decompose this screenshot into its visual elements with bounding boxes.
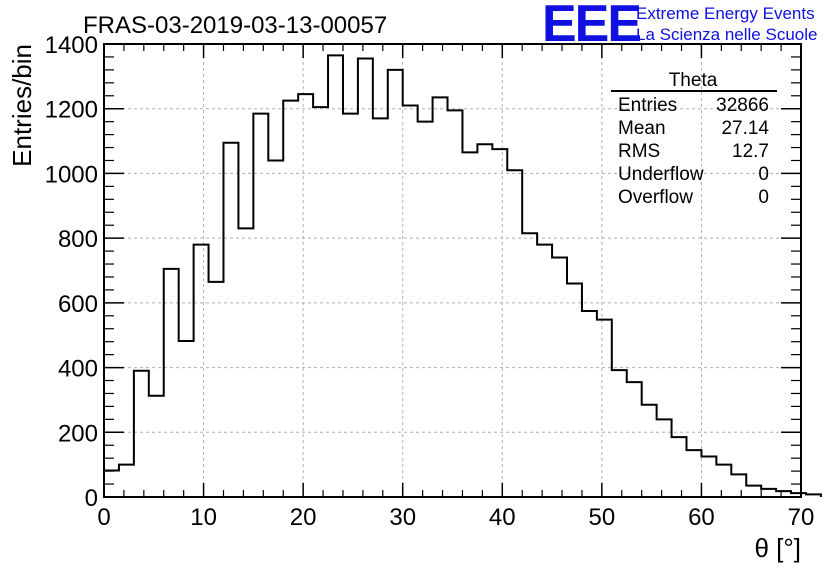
stats-row-label: Underflow — [618, 164, 704, 185]
x-tick-label: 0 — [97, 504, 110, 531]
histogram-bin — [194, 245, 209, 497]
y-axis-label: Entries/bin — [7, 44, 37, 167]
stats-box-title: Theta — [669, 70, 718, 91]
x-tick-label: 10 — [190, 504, 217, 531]
stats-row-value: 0 — [758, 187, 769, 208]
histogram-bin — [716, 465, 731, 497]
histogram-bin — [179, 341, 194, 497]
stats-row-value: 0 — [758, 164, 769, 185]
chart-title: FRAS-03-2019-03-13-00057 — [83, 12, 387, 39]
histogram-bin — [253, 114, 268, 497]
y-tick-label: 0 — [85, 485, 98, 512]
y-tick-label: 600 — [58, 291, 98, 318]
stats-row-label: RMS — [618, 141, 660, 162]
histogram-bin — [119, 465, 134, 497]
histogram-bin — [358, 59, 373, 497]
x-tick-label: 70 — [788, 504, 815, 531]
histogram-bin — [448, 110, 463, 497]
stats-row-value: 32866 — [716, 95, 769, 116]
histogram-bin — [149, 396, 164, 497]
y-tick-label: 1200 — [45, 97, 98, 124]
plot-frame — [103, 43, 802, 498]
stats-row-label: Entries — [618, 95, 677, 116]
x-tick-label: 30 — [389, 504, 416, 531]
histogram-bin — [477, 144, 492, 497]
x-tick-label: 60 — [688, 504, 715, 531]
histogram-bin — [672, 437, 687, 497]
histogram-bin — [283, 101, 298, 497]
histogram-bin — [582, 311, 597, 497]
histogram-bin — [642, 405, 657, 497]
axis-ticks — [103, 43, 802, 498]
x-axis-label: θ [°] — [754, 533, 801, 563]
histogram-bin — [373, 118, 388, 497]
histogram-bin — [313, 107, 328, 497]
histogram-bin — [537, 245, 552, 497]
histogram-bin — [701, 457, 716, 497]
logo-line-2: La Scienza nelle Scuole — [636, 25, 817, 44]
histogram-bin — [403, 105, 418, 497]
histogram-bin — [627, 382, 642, 497]
x-tick-label: 50 — [589, 504, 616, 531]
stats-rows: Entries 32866 Mean 27.14 RMS 12.7 Underflow 0 Ov… — [618, 95, 769, 208]
histogram-bin — [761, 489, 776, 497]
logo: EEE Extreme Energy Events La Scienza nel… — [542, 0, 817, 53]
stats-row-value: 12.7 — [732, 141, 769, 162]
logo-line-1: Extreme Energy Events — [636, 4, 815, 23]
histogram-bin — [268, 160, 283, 497]
histogram-bin — [134, 371, 149, 497]
histogram-bin — [612, 370, 627, 497]
histogram-bin — [492, 149, 507, 497]
y-tick-label: 400 — [58, 356, 98, 383]
y-tick-label: 1000 — [45, 161, 98, 188]
histogram-bin — [328, 55, 343, 497]
x-tick-label: 20 — [290, 504, 317, 531]
x-tick-label: 40 — [489, 504, 516, 531]
y-tick-label: 200 — [58, 420, 98, 447]
histogram-bin — [507, 170, 522, 497]
histogram-bin — [567, 283, 582, 497]
y-tick-label: 800 — [58, 226, 98, 253]
histogram-bin — [657, 419, 672, 497]
logo-mark: EEE — [542, 0, 640, 53]
histogram-bin — [552, 258, 567, 497]
histogram-bin — [209, 282, 224, 497]
histogram-bin — [298, 94, 313, 497]
histogram-bin — [462, 152, 477, 497]
histogram-bin — [418, 122, 433, 497]
histogram-bin — [343, 114, 358, 497]
histogram-bin — [522, 233, 537, 497]
histogram-bin — [686, 450, 701, 497]
stats-box: Theta Entries 32866 Mean 27.14 RMS 12.7 Underf… — [611, 70, 777, 208]
histogram-outline — [103, 54, 822, 497]
histogram-bin — [223, 143, 238, 497]
y-tick-label: 1400 — [45, 32, 98, 59]
y-tick-labels: 0 200 400 600 800 1000 1200 1400 — [45, 32, 98, 512]
stats-row-value: 27.14 — [721, 118, 769, 139]
histogram-bin — [238, 228, 253, 497]
histogram-bin — [746, 486, 761, 497]
stats-row-label: Overflow — [618, 187, 693, 208]
stats-row-label: Mean — [618, 118, 666, 139]
histogram-bin — [731, 474, 746, 497]
histogram-bin — [388, 70, 403, 497]
histogram-bin — [433, 97, 448, 497]
x-tick-labels: 0 10 20 30 40 50 60 70 — [97, 504, 814, 531]
histogram-bin — [597, 320, 612, 497]
